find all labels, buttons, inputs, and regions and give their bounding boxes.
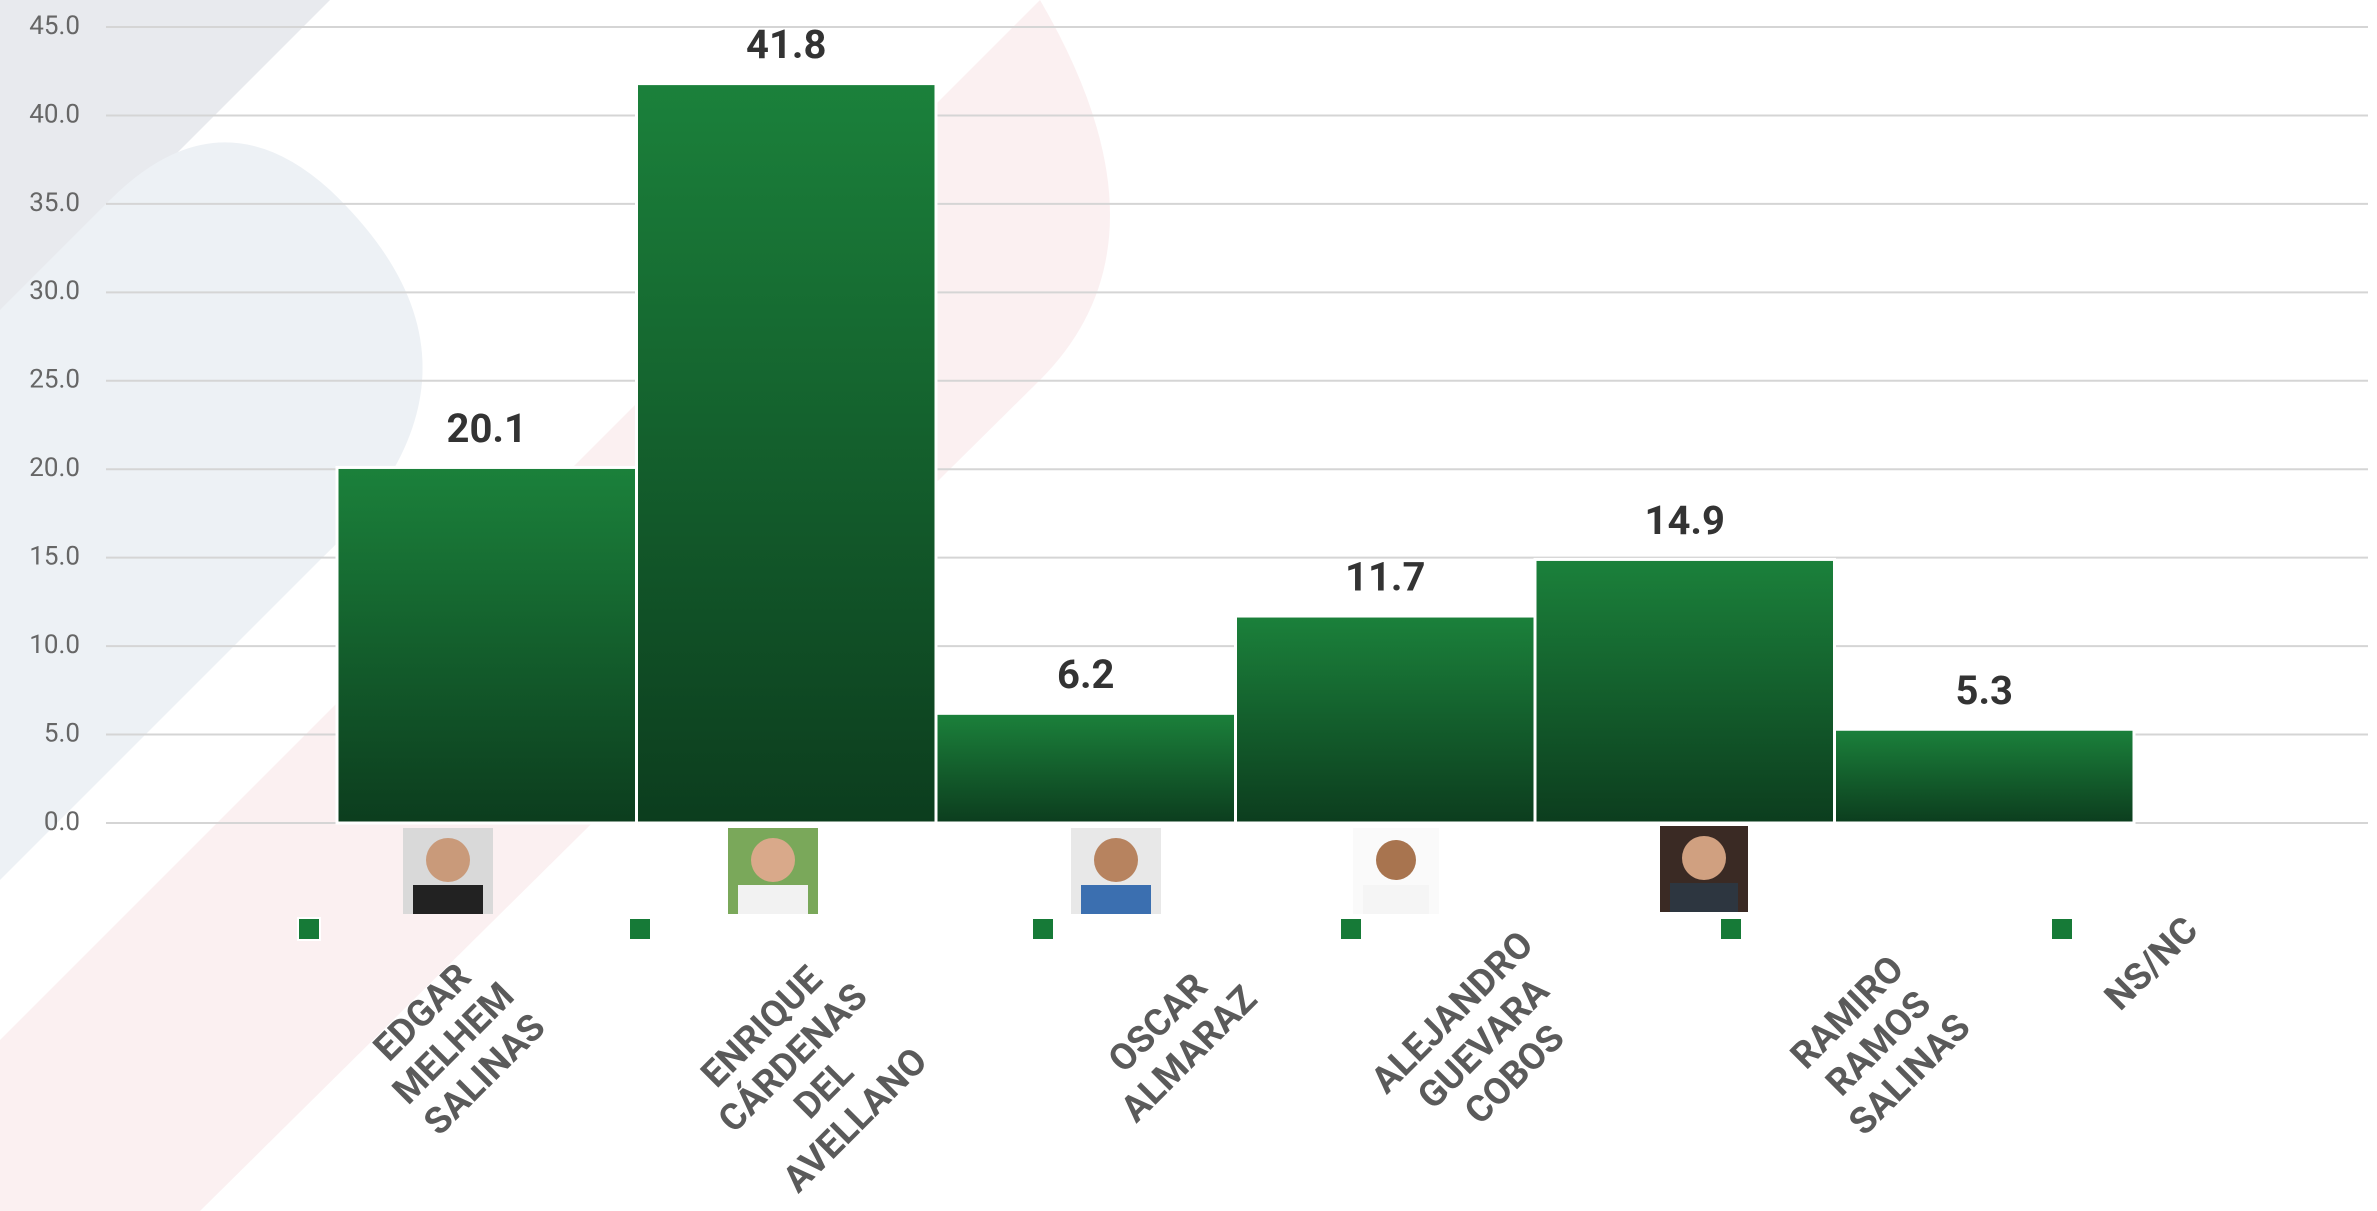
bar xyxy=(1533,557,1836,825)
value-label: 41.8 xyxy=(746,21,826,68)
bar xyxy=(1833,727,2136,825)
y-tick-label: 40.0 xyxy=(29,99,80,129)
y-tick-label: 35.0 xyxy=(29,188,80,218)
legend-marker xyxy=(297,917,321,941)
y-tick-label: 10.0 xyxy=(29,630,80,660)
y-tick-label: 45.0 xyxy=(29,11,80,41)
y-tick-label: 15.0 xyxy=(29,542,80,572)
legend-marker xyxy=(1031,917,1055,941)
bar xyxy=(1234,614,1537,825)
y-tick-label: 0.0 xyxy=(44,807,80,837)
value-label: 11.7 xyxy=(1345,554,1425,601)
x-tick-label: NS/NC xyxy=(2097,909,2207,1019)
bar xyxy=(934,711,1237,825)
value-label: 14.9 xyxy=(1645,497,1725,544)
x-tick-label: OSCARALMARAZ xyxy=(1082,947,1266,1131)
legend-marker xyxy=(1339,917,1363,941)
x-tick-label: ENRIQUECÁRDENASDELAVELLANO xyxy=(679,944,938,1203)
y-tick-label: 5.0 xyxy=(44,718,80,748)
y-tick-label: 30.0 xyxy=(29,276,80,306)
y-tick-label: 25.0 xyxy=(29,365,80,395)
x-tick-label: RAMIRORAMOSSALINAS xyxy=(1779,944,1980,1145)
legend-marker xyxy=(2050,917,2074,941)
candidate-photos xyxy=(403,826,1748,914)
bar xyxy=(335,465,638,825)
y-tick-label: 20.0 xyxy=(29,453,80,483)
legend-marker xyxy=(1719,917,1743,941)
value-label: 20.1 xyxy=(447,405,527,452)
bar xyxy=(635,82,938,825)
label-line: NS/NC xyxy=(2097,909,2207,1019)
legend-marker xyxy=(628,917,652,941)
x-tick-label: ALEJANDROGUEVARACOBOS xyxy=(1363,923,1604,1164)
value-label: 5.3 xyxy=(1956,667,2014,714)
value-label: 6.2 xyxy=(1057,651,1115,698)
